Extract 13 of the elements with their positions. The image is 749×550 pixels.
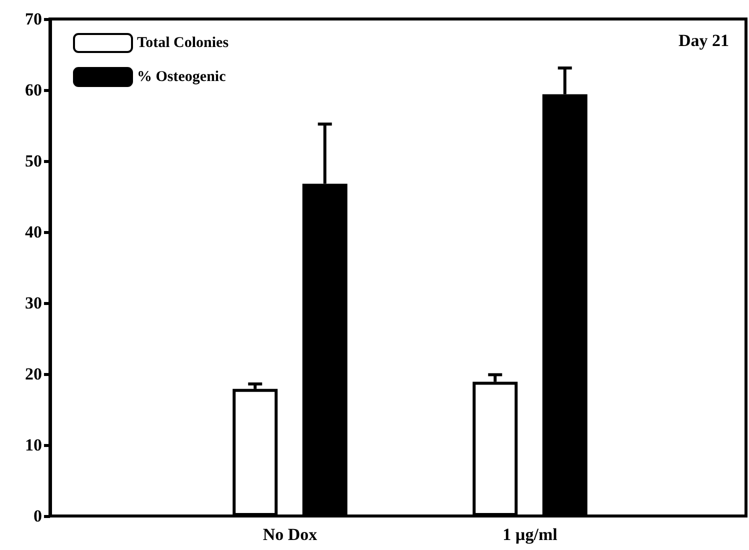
y-tick-label: 70	[25, 10, 42, 28]
y-tick-label: 60	[25, 80, 42, 100]
legend-label: % Osteogenic	[137, 69, 226, 85]
y-tick-label: 20	[25, 364, 42, 384]
annotation: Day 21	[678, 31, 730, 50]
y-tick-label: 0	[34, 506, 42, 526]
y-tick-label: 50	[25, 152, 42, 170]
legend-label: Total Colonies	[137, 35, 229, 51]
y-tick-label: 10	[25, 436, 42, 454]
x-tick-label: 1 µg/ml	[502, 525, 558, 544]
y-tick-label: 40	[25, 222, 42, 242]
x-tick-label: No Dox	[262, 525, 318, 544]
y-tick-label: 30	[25, 294, 42, 312]
